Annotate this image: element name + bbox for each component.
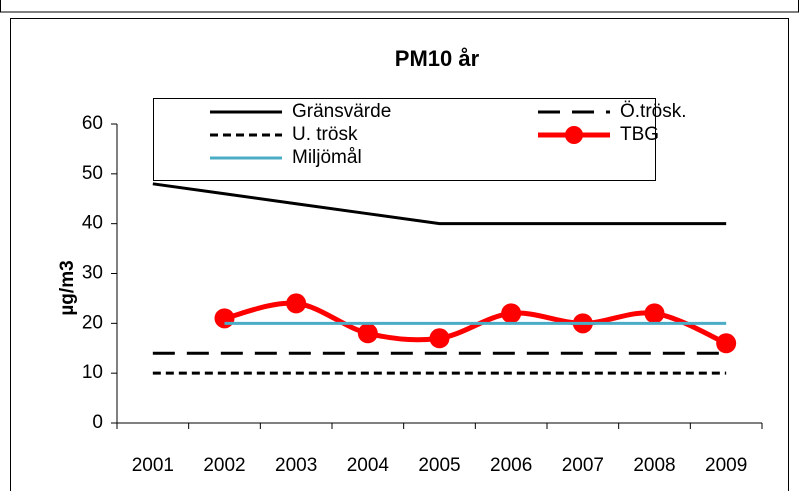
y-tick-label: 40	[82, 213, 103, 234]
x-tick-label: 2005	[418, 455, 460, 476]
series-marker	[716, 333, 737, 354]
y-tick-label: 60	[82, 113, 103, 134]
x-tick-label: 2004	[347, 455, 390, 476]
legend-label: TBG	[620, 124, 659, 145]
x-tick-label: 2003	[275, 455, 317, 476]
x-tick-label: 2006	[490, 455, 532, 476]
x-tick-label: 2008	[633, 455, 675, 476]
series-marker	[644, 303, 665, 324]
legend-marker	[565, 126, 583, 144]
series-marker	[429, 328, 450, 349]
y-tick-label: 10	[82, 362, 103, 383]
y-tick-label: 0	[92, 412, 103, 433]
series-marker	[501, 303, 522, 324]
top-frame	[0, 0, 799, 13]
series-line	[152, 182, 727, 226]
y-tick-label: 30	[82, 263, 103, 284]
legend-label: Ö.trösk.	[620, 101, 687, 122]
legend-label: Miljömål	[292, 147, 362, 168]
y-axis-label: µg/m3	[57, 260, 78, 315]
series-marker	[286, 293, 307, 314]
legend-label: U. trösk	[292, 124, 358, 145]
chart-frame	[10, 18, 789, 491]
y-tick-label: 20	[82, 312, 103, 333]
x-tick-label: 2009	[705, 455, 747, 476]
y-tick-label: 50	[82, 163, 103, 184]
series-marker	[357, 323, 378, 344]
x-tick-label: 2001	[132, 455, 174, 476]
x-tick-label: 2007	[562, 455, 604, 476]
chart-title: PM10 år	[395, 46, 480, 71]
x-tick-label: 2002	[203, 455, 245, 476]
series-marker	[214, 308, 235, 329]
legend-label: Gränsvärde	[292, 101, 391, 122]
